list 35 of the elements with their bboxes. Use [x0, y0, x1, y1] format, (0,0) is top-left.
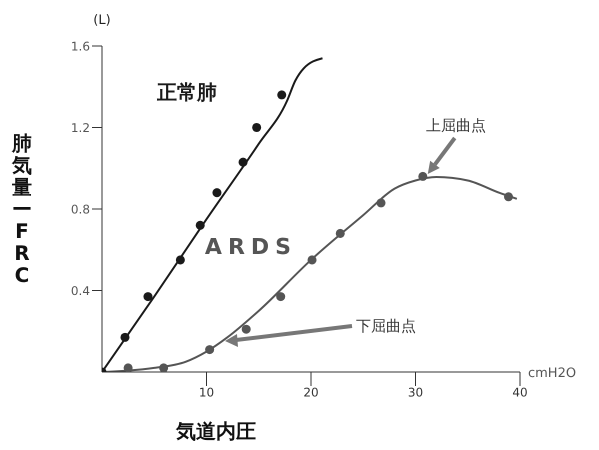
- point: [196, 220, 205, 230]
- y-tick-label: 1.6: [70, 39, 90, 54]
- series-label: ARDS: [204, 234, 297, 260]
- point: [176, 255, 185, 264]
- x-tick-label: 30: [408, 386, 424, 400]
- point: [336, 228, 345, 238]
- text: cmH2O: [528, 366, 576, 381]
- point: [308, 255, 317, 264]
- point: [205, 345, 214, 354]
- x-tick-label: 10: [198, 386, 214, 400]
- point: [143, 292, 152, 302]
- point: [242, 324, 251, 334]
- point: [276, 292, 286, 302]
- point: [252, 122, 262, 132]
- point: [124, 363, 133, 372]
- point: [212, 188, 222, 198]
- x-axis-title: 気道内圧: [175, 419, 256, 443]
- point: [238, 158, 248, 167]
- y-tick-label: 0.8: [70, 202, 90, 216]
- y-tick-label: 0.4: [70, 284, 90, 298]
- y-axis-title: 肺気量ーFRC: [11, 131, 32, 287]
- x-tick-label: 20: [303, 386, 319, 400]
- point: [376, 198, 386, 208]
- annotation: 上屈曲点: [426, 116, 486, 134]
- line-series: [102, 57, 324, 372]
- point: [159, 363, 168, 372]
- text: (L): [93, 13, 111, 28]
- point: [418, 172, 428, 181]
- text: 正常肺: [156, 80, 217, 104]
- x-tick-label: 40: [512, 386, 528, 400]
- point: [120, 332, 130, 342]
- annotation: 下屈曲点: [356, 317, 416, 335]
- point: [504, 192, 514, 202]
- y-tick-label: 1.2: [70, 120, 90, 135]
- point: [277, 90, 286, 100]
